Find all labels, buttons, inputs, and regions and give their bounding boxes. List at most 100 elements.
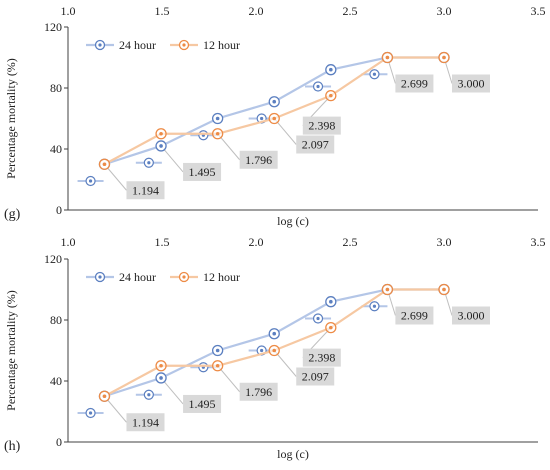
annotation-label: 1.495 [189, 397, 216, 411]
annotation-box [183, 162, 222, 181]
data-point-dot [442, 287, 446, 292]
chart-panel-g: 0 40 80 120 1.0 1.5 2.0 2.5 3.0 3.5 Percentage mor… [4, 4, 546, 228]
legend-label: 12 hour [203, 38, 240, 52]
x-axis-title: log (c) [277, 447, 309, 461]
offset-marker-dot [147, 161, 151, 165]
annotation-box [395, 306, 434, 325]
data-point-dot [215, 348, 220, 353]
offset-marker-dot [88, 411, 93, 415]
annotation-label: 2.398 [308, 351, 335, 365]
annotation-label: 1.495 [189, 165, 216, 179]
y-axis-title: Percentage mortality (%) [4, 58, 18, 179]
offset-marker-dot [147, 393, 151, 397]
series-line-0 [104, 56, 444, 166]
x-axis-title: log (c) [277, 214, 309, 228]
offset-marker-dot [260, 348, 264, 353]
y-tick-label: 40 [50, 142, 62, 156]
data-point-dot [329, 325, 333, 330]
offset-marker-dot [316, 84, 320, 89]
annotation-leader [217, 133, 241, 161]
annotation-leader [217, 365, 241, 393]
annotation-leader [273, 350, 297, 377]
annotation-label: 2.699 [401, 77, 428, 91]
x-top-tick-label: 3.0 [437, 4, 452, 18]
chart-panel-h: 0 40 80 120 1.0 1.5 2.0 2.5 3.0 3.5 Percentage mor… [4, 235, 546, 461]
y-tick-label: 120 [44, 252, 62, 266]
y-tick-label: 80 [50, 81, 62, 95]
panel-label: (g) [4, 207, 21, 222]
annotation-box [302, 348, 341, 367]
y-axis-title: Percentage mortality (%) [4, 290, 18, 411]
data-point-dot [159, 131, 163, 136]
offset-marker-dot [260, 116, 264, 121]
legend-label: 12 hour [203, 270, 240, 284]
annotation-leader [104, 163, 127, 191]
annotation-leader [160, 377, 184, 405]
data-point-dot [272, 116, 277, 121]
data-point-dot [159, 376, 163, 380]
annotation-box [296, 135, 335, 154]
data-point-dot [385, 55, 390, 60]
offset-marker-dot [316, 316, 320, 321]
data-point-dot [272, 348, 277, 353]
annotation-label: 2.097 [302, 138, 329, 152]
data-point-dot [159, 144, 163, 148]
annotation-label: 3.000 [458, 77, 485, 91]
legend-label: 24 hour [119, 270, 156, 284]
annotation-label: 1.796 [245, 153, 272, 167]
x-top-tick-label: 1.5 [155, 4, 170, 18]
annotation-box [302, 116, 341, 135]
annotation-box [239, 382, 278, 401]
offset-marker-dot [88, 179, 93, 183]
annotation-box [126, 181, 165, 200]
legend-label: 24 hour [119, 38, 156, 52]
annotation-box [452, 74, 490, 93]
annotation-leader [273, 118, 297, 145]
data-point-dot [329, 299, 333, 304]
annotation-box [126, 413, 165, 432]
annotation-label: 1.194 [132, 415, 159, 429]
legend-swatch-dot [182, 275, 186, 279]
annotation-box [452, 306, 490, 325]
x-top-tick-label: 1.0 [61, 235, 76, 249]
legend-swatch-dot [98, 275, 102, 279]
x-top-tick-label: 2.5 [343, 235, 358, 249]
legend-swatch-dot [182, 43, 186, 47]
annotation-label: 2.097 [302, 370, 329, 384]
annotation-box [395, 74, 434, 93]
annotation-box [183, 394, 222, 413]
data-point-dot [102, 394, 107, 399]
x-top-tick-label: 1.0 [61, 4, 76, 18]
data-point-dot [385, 287, 390, 292]
y-tick-label: 0 [56, 203, 62, 217]
annotation-label: 3.000 [458, 309, 485, 323]
x-top-tick-label: 3.5 [531, 235, 546, 249]
offset-marker-dot [372, 304, 377, 308]
data-point-dot [272, 331, 277, 336]
annotation-label: 1.796 [245, 385, 272, 399]
x-top-tick-label: 1.5 [155, 235, 170, 249]
x-top-tick-label: 2.0 [249, 235, 264, 249]
annotation-leader [160, 145, 184, 173]
data-point-dot [102, 162, 107, 167]
y-tick-label: 80 [50, 313, 62, 327]
data-point-dot [159, 363, 163, 368]
data-point-dot [329, 67, 333, 72]
data-point-dot [272, 99, 277, 104]
x-top-tick-label: 3.0 [437, 235, 452, 249]
annotation-leader [104, 395, 127, 423]
y-tick-label: 0 [56, 435, 62, 449]
x-top-tick-label: 3.5 [531, 4, 546, 18]
annotation-label: 2.398 [308, 119, 335, 133]
offset-marker-dot [372, 72, 377, 76]
legend-swatch-dot [98, 43, 102, 47]
x-top-tick-label: 2.5 [343, 4, 358, 18]
data-point-dot [215, 363, 220, 368]
annotation-box [239, 150, 278, 169]
data-point-dot [215, 116, 220, 121]
annotation-label: 2.699 [401, 309, 428, 323]
series-line-0 [104, 288, 444, 398]
annotation-box [296, 367, 335, 386]
